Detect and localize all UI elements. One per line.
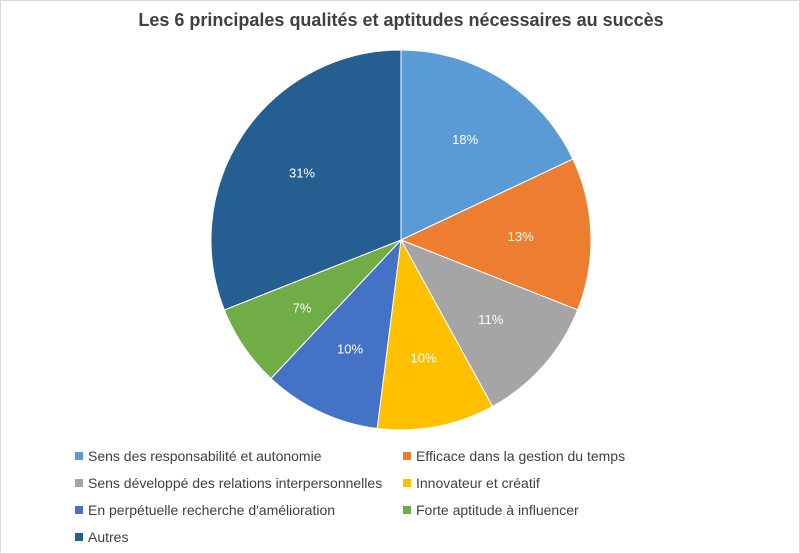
slice-data-label-4: 10% bbox=[337, 341, 363, 356]
pie-slice-3 bbox=[376, 238, 494, 431]
slice-data-label-5: 7% bbox=[293, 300, 312, 315]
pie-chart: 18% 13% 11% 10% 10% 7% 31% bbox=[210, 49, 592, 431]
legend-swatch-3 bbox=[403, 478, 411, 487]
legend-swatch-6 bbox=[75, 532, 83, 541]
slice-data-label-3: 10% bbox=[410, 351, 436, 366]
legend-item-4: En perpétuelle recherche d'amélioration bbox=[75, 499, 403, 520]
legend-label-4: En perpétuelle recherche d'amélioration bbox=[88, 501, 336, 518]
chart-title: Les 6 principales qualités et aptitudes … bbox=[138, 10, 664, 30]
slice-data-label-6: 31% bbox=[289, 166, 315, 181]
legend-swatch-1 bbox=[403, 451, 411, 460]
legend-label-5: Forte aptitude à influencer bbox=[416, 501, 579, 518]
slice-data-label-0: 18% bbox=[452, 132, 478, 147]
legend-item-2: Sens développé des relations interperson… bbox=[75, 472, 403, 493]
legend-label-3: Innovateur et créatif bbox=[416, 474, 540, 491]
pie-slice-0 bbox=[400, 49, 574, 241]
legend-swatch-2 bbox=[75, 478, 83, 487]
pie-slice-4 bbox=[270, 238, 402, 430]
legend-label-6: Autres bbox=[88, 528, 129, 545]
pie-slice-1 bbox=[399, 158, 592, 311]
legend-label-1: Efficace dans la gestion du temps bbox=[416, 447, 626, 464]
pie-slice-6 bbox=[210, 49, 402, 311]
legend-swatch-5 bbox=[403, 505, 411, 514]
slice-data-label-2: 11% bbox=[478, 312, 503, 327]
legend-item-0: Sens des responsabilité et autonomie bbox=[75, 445, 403, 466]
legend-swatch-4 bbox=[75, 505, 83, 514]
legend-label-2: Sens développé des relations interperson… bbox=[88, 474, 383, 491]
legend-swatch-0 bbox=[75, 451, 83, 460]
legend-item-5: Forte aptitude à influencer bbox=[403, 499, 703, 520]
legend-label-0: Sens des responsabilité et autonomie bbox=[88, 447, 322, 464]
legend-item-6: Autres bbox=[75, 526, 403, 547]
legend-item-3: Innovateur et créatif bbox=[403, 472, 703, 493]
chart-legend: Sens des responsabilité et autonomie Effi… bbox=[75, 445, 715, 547]
pie-slice-2 bbox=[399, 239, 579, 408]
legend-item-1: Efficace dans la gestion du temps bbox=[403, 445, 703, 466]
slice-data-label-1: 13% bbox=[508, 229, 534, 244]
